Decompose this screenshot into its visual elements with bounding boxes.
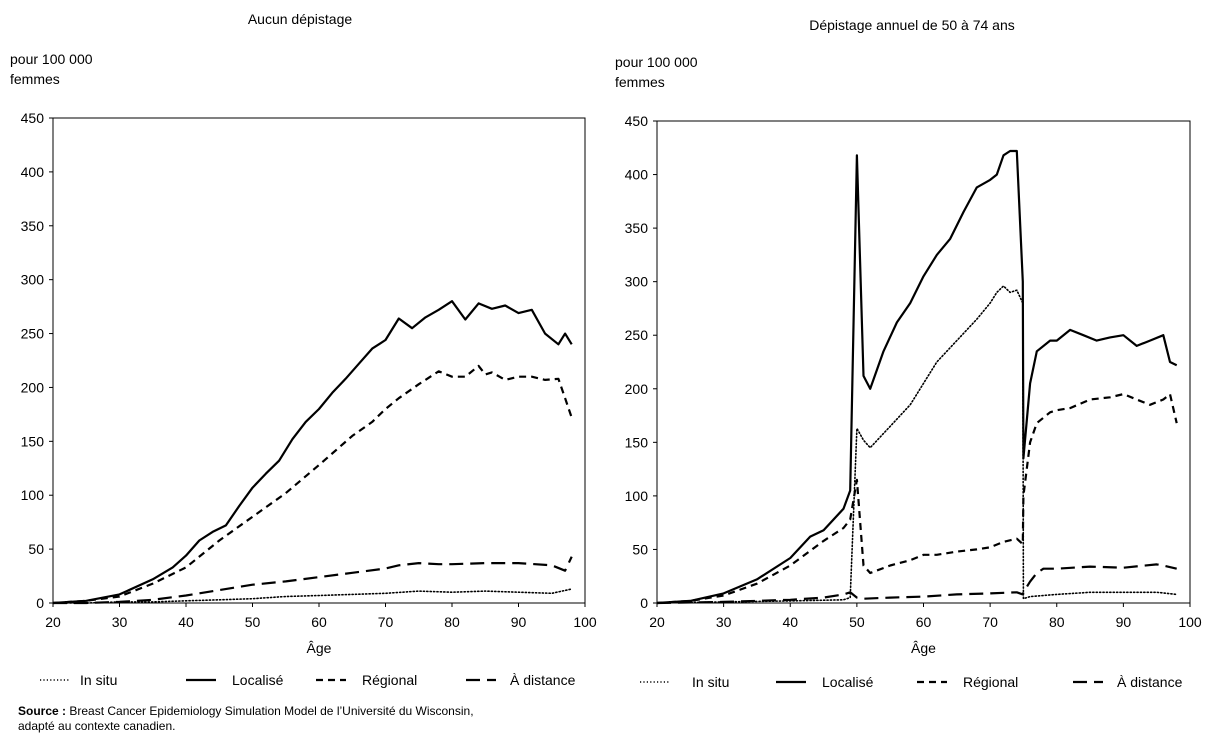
y-tick-label: 450	[625, 113, 649, 129]
y-tick-label: 250	[625, 327, 649, 343]
chart-title: Aucun dépistage	[248, 11, 353, 27]
y-tick-label: 300	[625, 274, 649, 290]
y-tick-label: 350	[21, 218, 45, 234]
y-tick-label: 400	[625, 167, 649, 183]
series-line-solid	[656, 149, 1178, 605]
x-tick-label: 60	[311, 614, 327, 630]
y-axis-label: femmes	[615, 74, 665, 90]
plot-frame	[656, 120, 1191, 604]
x-tick-label: 90	[1116, 614, 1132, 630]
y-tick-label: 100	[21, 487, 45, 503]
series-line-longdash	[53, 556, 573, 605]
y-tick-label: 200	[21, 379, 45, 395]
series-line-solid	[52, 300, 573, 605]
chart-title: Dépistage annuel de 50 à 74 ans	[809, 17, 1015, 33]
x-tick-label: 80	[444, 614, 460, 630]
source-text-line2: adapté au contexte canadien.	[18, 719, 176, 733]
x-axis-label: Âge	[911, 640, 936, 656]
source-text: Breast Cancer Epidemiology Simulation Mo…	[66, 704, 474, 718]
series-line-dashed	[656, 393, 1178, 605]
legend-label: Localisé	[822, 674, 874, 690]
plot-frame	[52, 117, 586, 604]
x-tick-label: 30	[112, 614, 128, 630]
chart-1: Aucun dépistage pour 100 000 femmes 0 50 100 1…	[10, 11, 597, 688]
series-line-dashed	[52, 364, 573, 605]
x-axis-label: Âge	[307, 640, 332, 656]
legend-label: Localisé	[232, 672, 284, 688]
series-line-dotted	[656, 285, 1178, 604]
legend-label: À distance	[510, 672, 576, 688]
source-label: Source :	[18, 704, 67, 718]
y-tick-label: 150	[21, 433, 45, 449]
x-tick-label: 30	[716, 614, 732, 630]
x-tick-label: 70	[982, 614, 998, 630]
x-tick-label: 80	[1049, 614, 1065, 630]
x-tick-label: 70	[378, 614, 394, 630]
x-tick-label: 90	[511, 614, 527, 630]
x-tick-label: 60	[916, 614, 932, 630]
y-axis-label: pour 100 000	[615, 54, 698, 70]
legend-label: In situ	[692, 674, 729, 690]
y-tick-label: 50	[632, 541, 648, 557]
series-line-dotted	[52, 588, 573, 604]
y-tick-label: 100	[625, 488, 649, 504]
y-axis-label: femmes	[10, 71, 60, 87]
source-note: Source : Breast Cancer Epidemiology Simu…	[18, 704, 474, 734]
legend-label: Régional	[362, 672, 417, 688]
x-tick-label: 20	[649, 614, 665, 630]
x-tick-label: 100	[1178, 614, 1202, 630]
legend-label: À distance	[1117, 674, 1183, 690]
y-tick-label: 450	[21, 110, 45, 126]
y-tick-label: 250	[21, 326, 45, 342]
x-tick-label: 50	[849, 614, 865, 630]
x-tick-label: 40	[178, 614, 194, 630]
legend-label: In situ	[80, 672, 117, 688]
y-tick-label: 0	[640, 595, 648, 611]
x-tick-label: 50	[245, 614, 261, 630]
y-tick-label: 50	[28, 541, 44, 557]
y-tick-label: 0	[36, 595, 44, 611]
y-axis-label: pour 100 000	[10, 51, 93, 67]
y-tick-label: 350	[625, 220, 649, 236]
series-line-longdash	[656, 563, 1177, 605]
x-tick-label: 40	[782, 614, 798, 630]
y-tick-label: 400	[21, 164, 45, 180]
y-tick-label: 200	[625, 381, 649, 397]
x-tick-label: 20	[45, 614, 61, 630]
y-tick-label: 150	[625, 434, 649, 450]
chart-2: Dépistage annuel de 50 à 74 ans pour 100 …	[615, 17, 1202, 690]
x-tick-label: 100	[573, 614, 597, 630]
y-tick-label: 300	[21, 272, 45, 288]
legend-label: Régional	[963, 674, 1018, 690]
